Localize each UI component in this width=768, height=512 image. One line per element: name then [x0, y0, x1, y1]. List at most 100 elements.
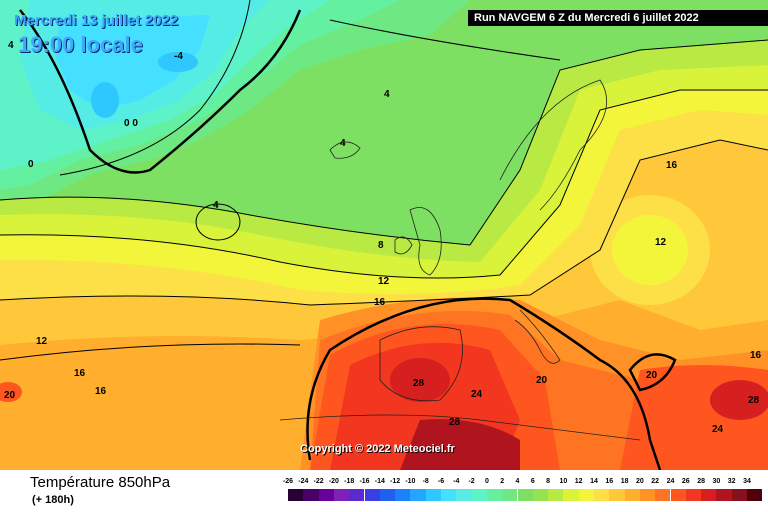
scale-swatch — [747, 489, 763, 501]
scale-tick-label: -16 — [359, 478, 370, 485]
contour-label: 4 — [213, 200, 219, 211]
parameter-title: Température 850hPa — [30, 474, 171, 491]
contour-label: 0 — [28, 159, 34, 170]
contour-label: 20 — [4, 390, 16, 401]
scale-tick-label: 10 — [559, 478, 568, 485]
scale-swatch — [578, 489, 594, 501]
scale-tick-label: -18 — [344, 478, 355, 485]
map-canvas: 4 -4 0 0 0 4 4 4 8 12 12 12 16 16 16 16 … — [0, 0, 768, 470]
italy — [514, 309, 561, 364]
warm-pocket-atlantic — [98, 378, 126, 402]
scale-swatch — [716, 489, 732, 501]
scale-tick-label: -6 — [437, 478, 445, 485]
thick-isotherms — [19, 9, 677, 470]
isotherm-16 — [0, 139, 768, 306]
scale-swatch — [655, 489, 671, 501]
scale-tick-label: 6 — [530, 478, 535, 485]
ireland — [394, 236, 413, 255]
scale-swatch — [670, 489, 686, 501]
scale-tick-label: 0 — [484, 478, 489, 485]
north-africa-coast — [279, 414, 641, 441]
scale-tick-label: 24 — [666, 478, 675, 485]
scale-swatch — [349, 489, 365, 501]
coastline-greenland — [19, 9, 302, 174]
scale-swatch — [639, 489, 656, 501]
iceland — [329, 141, 361, 159]
scale-tick-label: 30 — [712, 478, 721, 485]
hot-core-iberia — [390, 358, 450, 402]
scale-tick-label: -22 — [313, 478, 324, 485]
scale-swatch — [379, 489, 396, 501]
scale-tick-label: 26 — [681, 478, 690, 485]
contour-label: 28 — [449, 417, 461, 428]
scale-tick-label: 34 — [743, 478, 751, 485]
contour-label: 12 — [378, 276, 390, 287]
contour-label: 24 — [712, 424, 724, 435]
land-outlines — [279, 79, 641, 441]
contour-label: 8 — [378, 240, 384, 251]
scale-swatch — [364, 489, 380, 501]
scale-tick-label: 28 — [697, 478, 705, 485]
isotherm-0 — [59, 0, 251, 176]
contour-label: 24 — [471, 389, 483, 400]
isotherm-8 — [0, 39, 768, 246]
scale-swatch — [410, 489, 426, 501]
scale-tick-label: 2 — [500, 478, 505, 485]
scale-tick-label: 12 — [574, 478, 583, 485]
isotherm-4-loop — [195, 203, 241, 241]
contour-label: 16 — [74, 368, 86, 379]
scale-tick-label: -26 — [282, 478, 294, 485]
scale-tick-label: -10 — [405, 478, 416, 485]
scale-swatch — [471, 489, 487, 501]
scale-swatch — [517, 489, 533, 501]
scale-swatch — [609, 489, 625, 501]
contour-label: 4 — [384, 89, 390, 100]
hot-core-africa — [400, 419, 520, 470]
scale-tick-label: -14 — [374, 478, 385, 485]
scale-tick-label: 22 — [651, 478, 660, 485]
scale-swatch — [486, 489, 503, 501]
temperature-map: 4 -4 0 0 0 4 4 4 8 12 12 12 16 16 16 16 … — [0, 0, 768, 470]
contour-label: 20 — [646, 370, 658, 381]
scale-tick-label: -4 — [453, 478, 460, 485]
scale-tick-label: -24 — [298, 478, 309, 485]
scale-swatch — [594, 489, 610, 501]
scale-tick-label: 18 — [620, 478, 629, 485]
scale-tick-label: 14 — [590, 478, 598, 485]
isotherm-20-west — [0, 343, 301, 361]
scale-tick-label: 20 — [635, 478, 644, 485]
hot-core-east — [710, 380, 768, 420]
scale-swatch — [701, 489, 717, 501]
contour-label: 4 — [340, 138, 346, 149]
warm-pocket-west — [0, 382, 22, 402]
contour-label: 16 — [750, 350, 762, 361]
scale-swatch — [502, 489, 518, 501]
scale-swatch — [532, 489, 549, 501]
isotherm-4 — [329, 19, 561, 61]
scale-swatch — [395, 489, 411, 501]
model-run-banner: Run NAVGEM 6 Z du Mercredi 6 juillet 202… — [468, 10, 768, 26]
contour-label: 28 — [748, 395, 760, 406]
isotherm-12 — [0, 89, 768, 279]
contour-label: 12 — [655, 237, 667, 248]
scale-swatch — [303, 489, 319, 501]
scale-tick-label: -12 — [390, 478, 401, 485]
scale-swatch — [563, 489, 579, 501]
contour-label: 28 — [413, 378, 425, 389]
scale-swatch — [456, 489, 472, 501]
scale-tick-label: 8 — [546, 478, 551, 485]
scale-tick-label: 4 — [515, 478, 520, 485]
cold-pocket-b — [91, 82, 119, 118]
scale-swatch — [731, 489, 747, 501]
scale-tick-label: 32 — [727, 478, 736, 485]
valid-date: Mercredi 13 juillet 2022 — [14, 12, 179, 29]
contour-label: -4 — [174, 51, 183, 62]
isotherms — [0, 0, 768, 361]
isotherm-20-main — [306, 297, 662, 470]
scale-swatch — [425, 489, 441, 501]
scale-tick-label: -2 — [468, 478, 475, 485]
contour-label: 0 0 — [124, 118, 138, 129]
contour-label: 12 — [36, 336, 48, 347]
contour-labels: 4 -4 0 0 0 4 4 4 8 12 12 12 16 16 16 16 … — [4, 40, 762, 435]
scale-tick-label: -8 — [422, 478, 429, 485]
